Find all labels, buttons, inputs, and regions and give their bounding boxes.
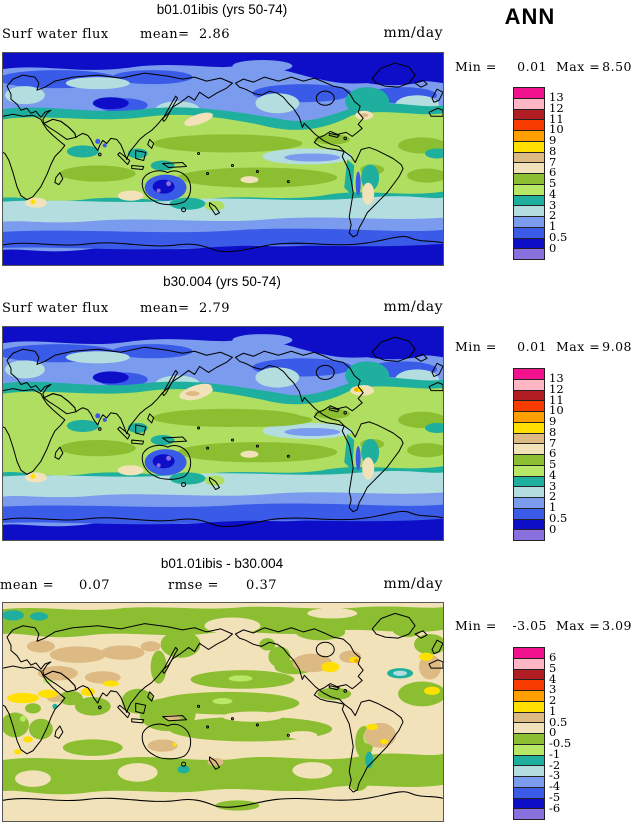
panel-1-max-value: 8.50 xyxy=(602,59,632,74)
panel-1-units: mm/day xyxy=(383,25,443,41)
colorbar-tick-label: -1 xyxy=(549,746,561,761)
colorbar-tick-label: 9 xyxy=(549,133,557,147)
colorbar-tick-label: 2 xyxy=(549,489,557,504)
panel-3-min-value: -3.05 xyxy=(512,618,547,633)
panel-1-mean-label: mean= xyxy=(140,27,190,42)
colorbar-tick-label: 10 xyxy=(549,122,564,137)
colorbar-panel-3 xyxy=(513,647,545,820)
panel-2-variable-label: Surf water flux xyxy=(2,301,109,316)
season-label: ANN xyxy=(504,4,556,29)
panel-3-title: b01.01ibis - b30.004 xyxy=(160,556,284,571)
colorbar-tick-label: 4 xyxy=(549,186,557,201)
colorbar-tick-label: 0 xyxy=(549,240,557,255)
panel-2-min-label: Min = xyxy=(455,339,497,354)
colorbar-tick-label: 6 xyxy=(549,650,557,664)
colorbar-labels-panel-2: 13 12 11 10 9 8 7 6 5 4 3 2 1 0.5 0 xyxy=(549,371,579,536)
map-difference xyxy=(2,602,444,822)
panel-1-mean-value: 2.86 xyxy=(199,27,230,42)
panel-2-mean-label: mean= xyxy=(140,301,190,316)
colorbar-tick-label: 8 xyxy=(549,143,557,158)
colorbar-tick-label: -5 xyxy=(549,789,561,804)
colorbar-tick-label: 0 xyxy=(549,725,557,740)
panel-3-rmse-value: 0.37 xyxy=(246,578,277,593)
colorbar-tick-label: 10 xyxy=(549,403,564,418)
panel-2-mean-value: 2.79 xyxy=(199,301,230,316)
panel-1-variable-label: Surf water flux xyxy=(2,27,109,42)
colorbar-tick-label: 7 xyxy=(549,154,557,169)
panel-3-mean-label: mean = xyxy=(0,578,55,593)
colorbar-tick-label: -4 xyxy=(549,779,561,793)
colorbar-tick-label: 4 xyxy=(549,467,557,482)
panel-1-title: b01.01ibis (yrs 50-74) xyxy=(156,2,288,17)
panel-3-rmse-label: rmse = xyxy=(168,578,219,593)
panel-2-title: b30.004 (yrs 50-74) xyxy=(163,274,281,289)
panel-3-mean-value: 0.07 xyxy=(79,578,110,593)
colorbar-tick-label: 0.5 xyxy=(549,229,568,244)
colorbar-panel-2 xyxy=(513,368,545,541)
world-map-svg-1 xyxy=(3,53,443,265)
colorbar-cell xyxy=(513,529,545,541)
colorbar-tick-label: 1 xyxy=(549,500,557,514)
colorbar-tick-label: 5 xyxy=(549,660,557,675)
panel-3-min-label: Min = xyxy=(455,618,497,633)
colorbar-tick-label: 0.5 xyxy=(549,714,568,729)
panel-1-min-value: 0.01 xyxy=(517,59,547,74)
colorbar-tick-label: 8 xyxy=(549,424,557,439)
colorbar-tick-label: 3 xyxy=(549,197,557,212)
panel-2-units: mm/day xyxy=(383,299,443,315)
panel-1-min-label: Min = xyxy=(455,59,497,74)
colorbar-tick-label: 1 xyxy=(549,219,557,233)
colorbar-tick-label: 4 xyxy=(549,671,557,686)
panel-3-max-label: Max = xyxy=(556,618,601,633)
colorbar-tick-label: 9 xyxy=(549,414,557,428)
colorbar-tick-label: -0.5 xyxy=(549,736,572,750)
colorbar-cell xyxy=(513,808,545,820)
colorbar-tick-label: -6 xyxy=(549,800,561,815)
panel-2-min-value: 0.01 xyxy=(517,339,547,354)
panel-2-max-value: 9.08 xyxy=(602,339,632,354)
colorbar-tick-label: 5 xyxy=(549,457,557,471)
colorbar-tick-label: 12 xyxy=(549,381,564,396)
colorbar-tick-label: 5 xyxy=(549,176,557,190)
panel-1-max-label: Max = xyxy=(556,59,601,74)
colorbar-tick-label: -2 xyxy=(549,757,561,772)
panel-2-max-label: Max = xyxy=(556,339,601,354)
map-case1-climatology xyxy=(2,52,444,266)
colorbar-panel-1 xyxy=(513,87,545,260)
colorbar-tick-label: 11 xyxy=(549,392,564,407)
colorbar-tick-label: 6 xyxy=(549,165,557,180)
panel-3-max-value: 3.09 xyxy=(602,618,632,633)
colorbar-tick-label: 13 xyxy=(549,90,564,104)
colorbar-tick-label: 6 xyxy=(549,446,557,461)
colorbar-tick-label: 0 xyxy=(549,521,557,536)
colorbar-labels-panel-1: 13 12 11 10 9 8 7 6 5 4 3 2 1 0.5 0 xyxy=(549,90,579,255)
map-case2-climatology xyxy=(2,326,444,541)
colorbar-tick-label: 0.5 xyxy=(549,510,568,525)
world-map-svg-2 xyxy=(3,327,443,540)
colorbar-tick-label: 12 xyxy=(549,100,564,115)
world-map-svg-3 xyxy=(3,603,443,821)
colorbar-tick-label: -3 xyxy=(549,768,561,783)
colorbar-tick-label: 2 xyxy=(549,693,557,707)
colorbar-tick-label: 7 xyxy=(549,435,557,450)
colorbar-tick-label: 2 xyxy=(549,208,557,223)
colorbar-tick-label: 11 xyxy=(549,111,564,126)
colorbar-cell xyxy=(513,248,545,260)
colorbar-tick-label: 3 xyxy=(549,682,557,697)
panel-3-units: mm/day xyxy=(383,576,443,592)
colorbar-tick-label: 13 xyxy=(549,371,564,385)
colorbar-tick-label: 3 xyxy=(549,478,557,493)
colorbar-labels-panel-3: 6 5 4 3 2 1 0.5 0 -0.5 -1 -2 -3 -4 -5 -6 xyxy=(549,650,579,815)
colorbar-tick-label: 1 xyxy=(549,703,557,718)
